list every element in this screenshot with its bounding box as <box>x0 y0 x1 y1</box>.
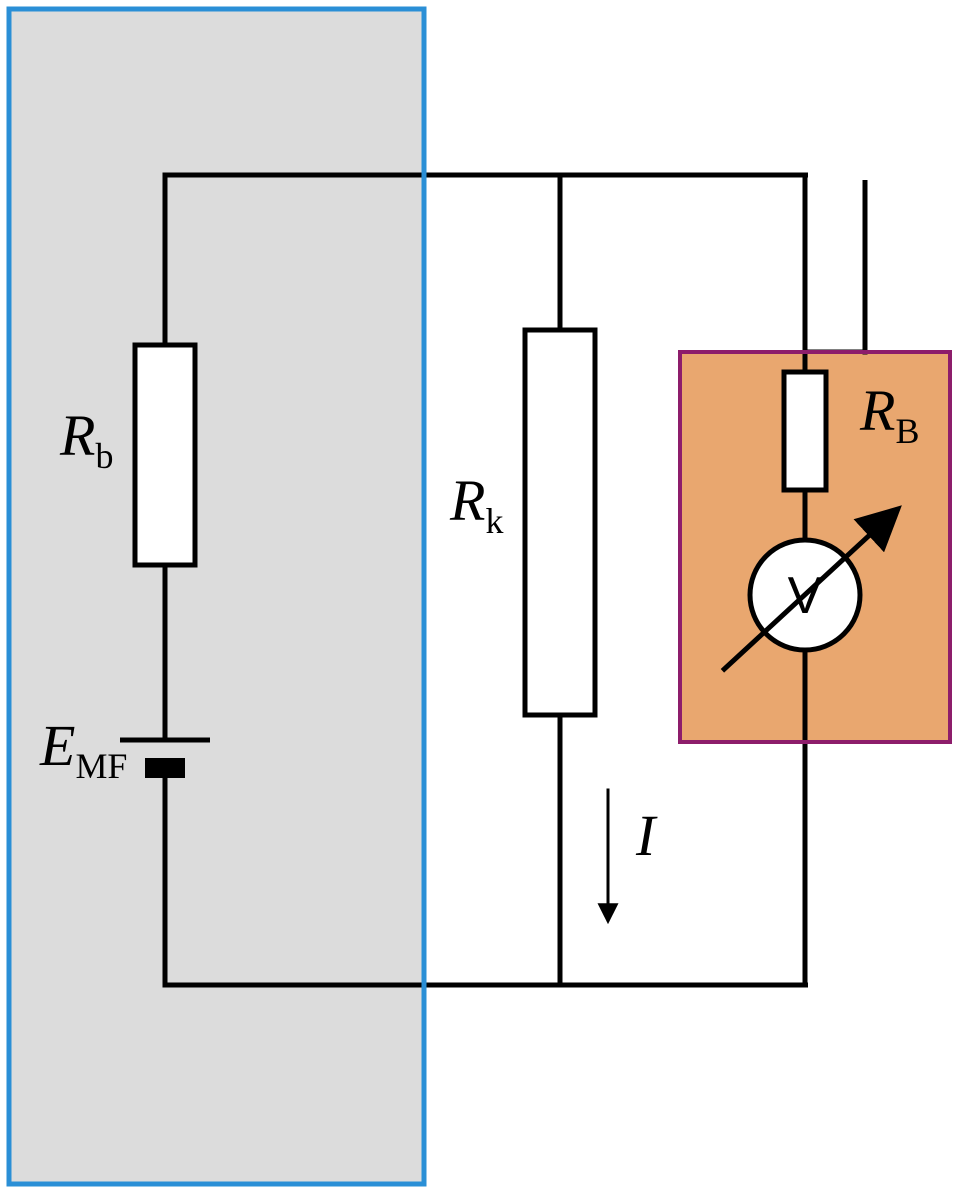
label-current: I <box>635 803 658 868</box>
source-region <box>9 9 424 1184</box>
resistor-rb <box>135 345 195 565</box>
label-rk: Rk <box>449 468 503 541</box>
resistor-rk <box>525 330 595 715</box>
